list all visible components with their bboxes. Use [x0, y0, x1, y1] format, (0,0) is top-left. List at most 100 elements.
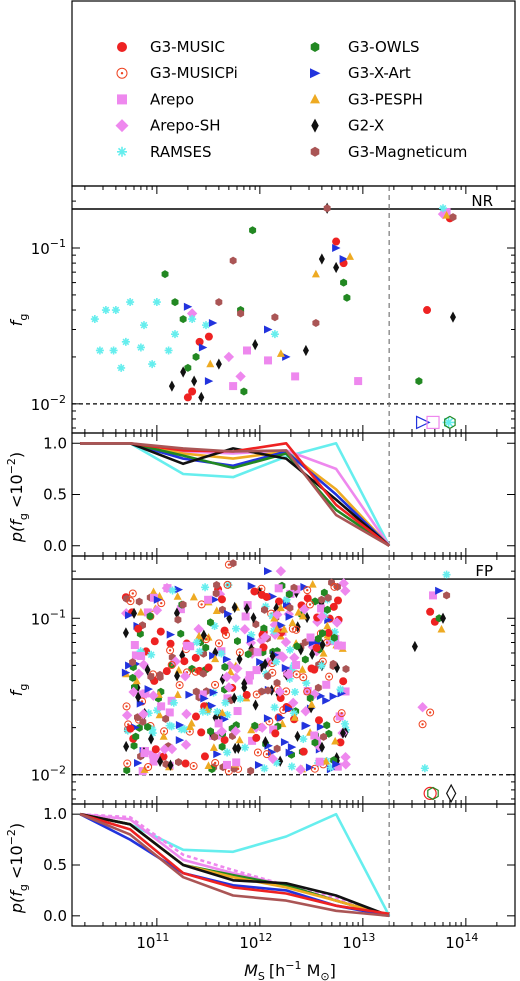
point-g3-owls — [132, 732, 140, 741]
point-g3-x-art — [246, 635, 256, 644]
point-g3-x-art — [175, 720, 185, 729]
point-ramses — [192, 638, 201, 647]
point-g2-x — [131, 607, 138, 619]
point-g3-x-art — [174, 585, 184, 594]
point-arepo-sh — [151, 605, 163, 616]
point-g3-owls — [293, 642, 301, 651]
point-ramses — [261, 602, 270, 611]
point-g3-music — [312, 643, 321, 652]
legend-entry-g3-magneticum: G3-Magneticum — [310, 143, 467, 161]
point-arepo — [306, 633, 315, 642]
point-arepo-sh — [316, 611, 328, 622]
svg-text:fg: fg — [7, 314, 30, 327]
point-g2-x — [243, 602, 250, 615]
point-g3-owls — [146, 612, 154, 621]
point-g3-owls — [325, 729, 333, 738]
point-g3-music — [191, 653, 200, 662]
point-g3-magneticum — [273, 744, 281, 753]
legend-marker-g3-x-art — [310, 68, 321, 79]
point-g2-x — [231, 601, 238, 613]
point-arepo — [354, 377, 363, 386]
point-arepo — [141, 689, 150, 698]
panel-label: NR — [471, 192, 493, 210]
point-g3-x-art — [300, 583, 309, 592]
svg-text:p(fg <10−2): p(fg <10−2) — [5, 452, 30, 543]
point-g3-pesph — [298, 611, 307, 620]
point-ramses — [101, 306, 110, 315]
point-g3-owls — [232, 721, 240, 730]
point-g3-x-art — [332, 760, 341, 769]
point-arepo-sh — [277, 652, 289, 663]
point-g3-owls — [202, 643, 210, 652]
point-g3-x-art — [268, 592, 278, 601]
point-g3-music — [200, 752, 209, 761]
point-g2-x — [173, 607, 180, 619]
point-g2-x — [262, 736, 269, 748]
point-g3-pesph — [311, 269, 320, 278]
point-g3-pesph — [155, 710, 164, 719]
point-ramses — [121, 337, 130, 346]
point-g2-x — [157, 755, 164, 767]
below-limit-marker-arepo — [426, 415, 440, 430]
point-g3-owls — [207, 727, 214, 736]
panel-label: FP — [475, 562, 493, 580]
fraction-line-g3-music — [79, 812, 390, 916]
fg-label-nr: fg — [7, 314, 30, 327]
point-g3-x-art — [329, 692, 338, 701]
point-g3-owls — [324, 605, 331, 614]
point-g3-magneticum — [290, 583, 298, 592]
point-g3-music — [329, 602, 338, 611]
point-g3-music — [188, 387, 197, 396]
point-arepo-sh — [267, 753, 278, 764]
point-arepo — [242, 346, 251, 355]
point-arepo-sh — [128, 686, 139, 698]
legend-entry-g3-music: G3-MUSIC — [117, 38, 225, 56]
point-g3-owls — [435, 614, 443, 623]
point-g3-owls — [343, 293, 351, 302]
point-g3-musicpi — [211, 758, 220, 767]
point-g3-magneticum — [215, 298, 223, 307]
point-arepo-sh — [235, 371, 246, 382]
point-g3-music — [324, 628, 333, 637]
point-arepo-sh — [170, 656, 181, 667]
point-g3-owls — [340, 278, 348, 287]
p-label-fp: p(fg <10−2) — [5, 823, 30, 914]
legend: G3-MUSIC G3-MUSICPi Arepo Arepo-SH RAMSES G3-… — [71, 0, 516, 187]
point-g3-x-art — [282, 352, 291, 361]
point-ramses — [289, 709, 298, 718]
point-arepo-sh — [295, 764, 306, 775]
point-arepo — [198, 690, 207, 699]
point-g3-music — [217, 595, 226, 604]
point-g3-musicpi — [337, 709, 346, 718]
point-arepo — [248, 736, 257, 745]
point-g2-x — [168, 380, 175, 392]
point-g3-magneticum — [329, 659, 337, 668]
point-g3-magneticum — [443, 591, 451, 600]
point-g2-x — [215, 358, 222, 370]
point-ramses — [232, 624, 241, 633]
y-tick-label: 0.0 — [43, 907, 67, 925]
point-ramses — [169, 698, 178, 707]
point-g3-owls — [129, 673, 137, 682]
point-arepo — [140, 749, 149, 758]
point-g3-x-art — [125, 611, 134, 620]
point-g3-musicpi — [197, 600, 206, 609]
point-g3-music — [151, 745, 160, 754]
point-ramses — [268, 612, 277, 621]
point-g3-x-art — [220, 715, 229, 724]
x-tick-label: 1011 — [136, 931, 169, 952]
point-g2-x — [200, 629, 207, 641]
point-g3-magneticum — [123, 594, 130, 603]
point-ramses — [139, 321, 148, 330]
point-g2-x — [318, 741, 325, 753]
point-g3-musicpi — [167, 660, 176, 669]
panel-fp-scatter: FP 10−2 10−1 — [31, 555, 516, 805]
fg-label-fp: fg — [7, 684, 30, 697]
x-tick-label: 1013 — [342, 931, 375, 952]
point-g3-x-art — [224, 609, 233, 618]
point-arepo-sh — [272, 609, 283, 620]
point-g3-music — [180, 657, 189, 666]
point-g3-musicpi — [292, 625, 301, 634]
below-limit-marker-g3-owls — [427, 786, 439, 801]
